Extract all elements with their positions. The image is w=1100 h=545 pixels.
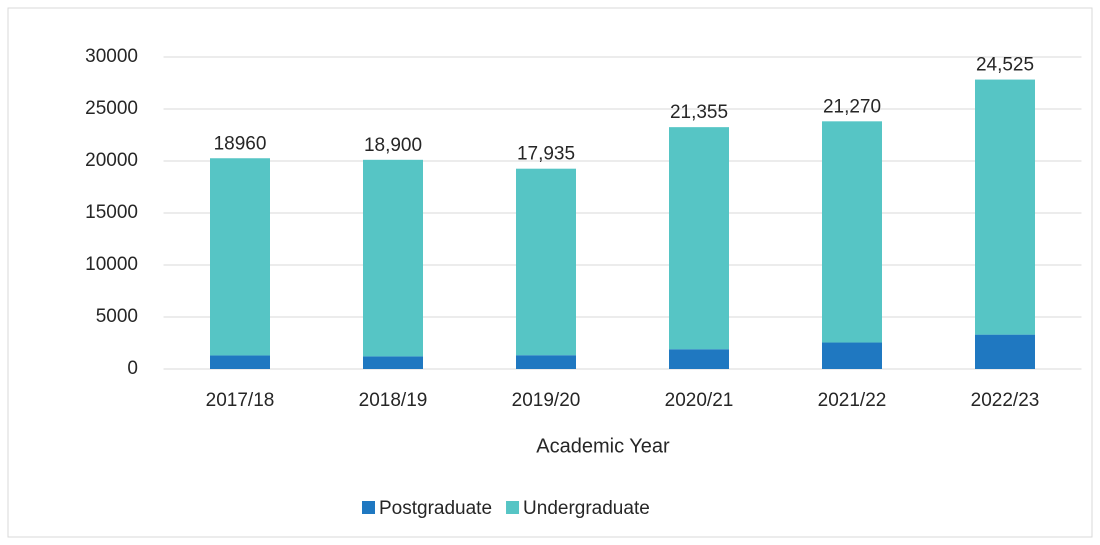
- bar-segment: [210, 158, 270, 356]
- bar-segment: [822, 342, 882, 369]
- x-tick-label: 2019/20: [512, 390, 581, 411]
- y-tick-label: 10000: [85, 254, 138, 275]
- data-label: 21,355: [670, 102, 728, 123]
- bar-segment: [669, 349, 729, 369]
- bar-segment: [516, 355, 576, 369]
- legend-label: Postgraduate: [379, 498, 492, 519]
- bar-segment: [822, 121, 882, 343]
- y-tick-label: 30000: [85, 46, 138, 67]
- x-tick-label: 2021/22: [818, 390, 887, 411]
- data-label: 21,270: [823, 96, 881, 117]
- y-tick-label: 5000: [96, 306, 138, 327]
- x-tick-label: 2017/18: [206, 390, 275, 411]
- x-tick-label: 2022/23: [971, 390, 1040, 411]
- x-axis-title: Academic Year: [536, 435, 670, 457]
- y-tick-label: 15000: [85, 202, 138, 223]
- data-label: 24,525: [976, 55, 1034, 76]
- data-label: 18960: [214, 133, 267, 154]
- data-label: 17,935: [517, 144, 575, 165]
- legend-swatch: [506, 501, 520, 514]
- bar-segment: [210, 355, 270, 369]
- bar-segment: [363, 356, 423, 369]
- y-tick-label: 20000: [85, 150, 138, 171]
- bar-segment: [975, 79, 1035, 335]
- bar-segment: [669, 127, 729, 350]
- y-tick-label: 0: [127, 358, 138, 379]
- legend-label: Undergraduate: [523, 498, 650, 519]
- legend-swatch: [362, 501, 375, 514]
- bar-segment: [516, 168, 576, 356]
- data-label: 18,900: [364, 135, 422, 156]
- bar-segment: [975, 334, 1035, 369]
- y-tick-label: 25000: [85, 98, 138, 119]
- x-tick-label: 2018/19: [359, 390, 428, 411]
- bar-segment: [363, 159, 423, 357]
- x-tick-label: 2020/21: [665, 390, 734, 411]
